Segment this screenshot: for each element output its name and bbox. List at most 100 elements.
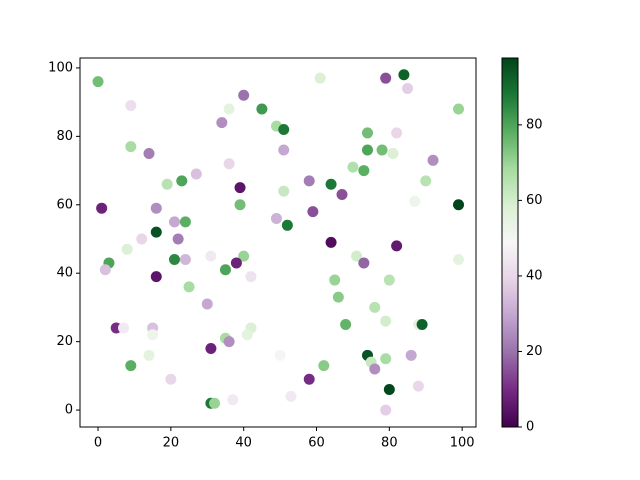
point	[125, 360, 137, 372]
point	[121, 243, 133, 255]
point	[223, 158, 235, 170]
point	[161, 178, 173, 190]
point	[234, 199, 246, 211]
points	[92, 69, 465, 416]
point	[179, 254, 191, 266]
y-tick-label: 60	[56, 197, 73, 212]
point	[391, 127, 403, 139]
point	[329, 274, 341, 286]
point	[416, 319, 428, 331]
colorbar-tick-label: 20	[526, 344, 543, 359]
point	[380, 72, 392, 84]
point	[227, 394, 239, 406]
point	[398, 69, 410, 81]
point	[205, 342, 217, 354]
point	[383, 274, 395, 286]
colorbar-tick-label: 60	[526, 193, 543, 208]
colorbar-tick-label: 40	[526, 268, 543, 283]
point	[168, 216, 180, 228]
point	[351, 250, 363, 262]
point	[256, 103, 268, 115]
point	[172, 233, 184, 245]
y-tick-label: 80	[56, 129, 73, 144]
x-tick-label: 80	[381, 436, 398, 451]
y-tick-label: 20	[56, 334, 73, 349]
point	[136, 233, 148, 245]
x-tick-label: 60	[308, 436, 325, 451]
point	[358, 165, 370, 177]
point	[278, 144, 290, 156]
point	[241, 329, 253, 341]
point	[278, 124, 290, 136]
colorbar-frame	[501, 57, 519, 428]
point	[380, 315, 392, 327]
point	[99, 264, 111, 276]
point	[125, 141, 137, 153]
point	[190, 168, 202, 180]
point	[205, 250, 217, 262]
point	[303, 373, 315, 385]
point	[369, 363, 381, 375]
point	[453, 254, 465, 266]
point	[376, 144, 388, 156]
point	[281, 219, 293, 231]
plot-frame	[79, 57, 477, 428]
point	[143, 147, 155, 159]
point	[150, 226, 162, 238]
point	[168, 254, 180, 266]
x-tick-label: 100	[450, 436, 475, 451]
point	[147, 329, 159, 341]
point	[92, 76, 104, 88]
point	[165, 373, 177, 385]
point	[369, 301, 381, 313]
point	[387, 147, 399, 159]
point	[409, 195, 421, 207]
point	[179, 216, 191, 228]
point	[118, 322, 130, 334]
x-tick-label: 20	[163, 436, 180, 451]
point	[325, 236, 337, 248]
point	[427, 154, 439, 166]
point	[176, 175, 188, 187]
point	[216, 117, 228, 129]
point	[245, 271, 257, 283]
point	[402, 82, 414, 94]
point	[234, 182, 246, 194]
point	[209, 397, 221, 409]
point	[318, 360, 330, 372]
point	[278, 185, 290, 197]
x-tick-label: 40	[235, 436, 252, 451]
point	[336, 189, 348, 201]
point	[270, 212, 282, 224]
point	[405, 349, 417, 361]
y-tick-label: 0	[65, 403, 73, 418]
point	[340, 319, 352, 331]
point	[420, 175, 432, 187]
colorbar-tick-label: 80	[526, 117, 543, 132]
point	[183, 281, 195, 293]
point	[150, 202, 162, 214]
point	[238, 250, 250, 262]
point	[358, 257, 370, 269]
point	[201, 298, 213, 310]
point	[238, 89, 250, 101]
x-tick-label: 0	[94, 436, 102, 451]
point	[453, 103, 465, 115]
point	[380, 353, 392, 365]
point	[223, 336, 235, 348]
point	[361, 127, 373, 139]
point	[230, 257, 242, 269]
point	[380, 404, 392, 416]
point	[125, 100, 137, 112]
point	[325, 178, 337, 190]
point	[332, 291, 344, 303]
point	[314, 72, 326, 84]
point	[307, 206, 319, 218]
point	[285, 390, 297, 402]
point	[303, 175, 315, 187]
y-tick-label: 100	[48, 60, 73, 75]
point	[347, 161, 359, 173]
colorbar-tick-label: 0	[526, 420, 534, 435]
point	[361, 144, 373, 156]
point	[383, 384, 395, 396]
